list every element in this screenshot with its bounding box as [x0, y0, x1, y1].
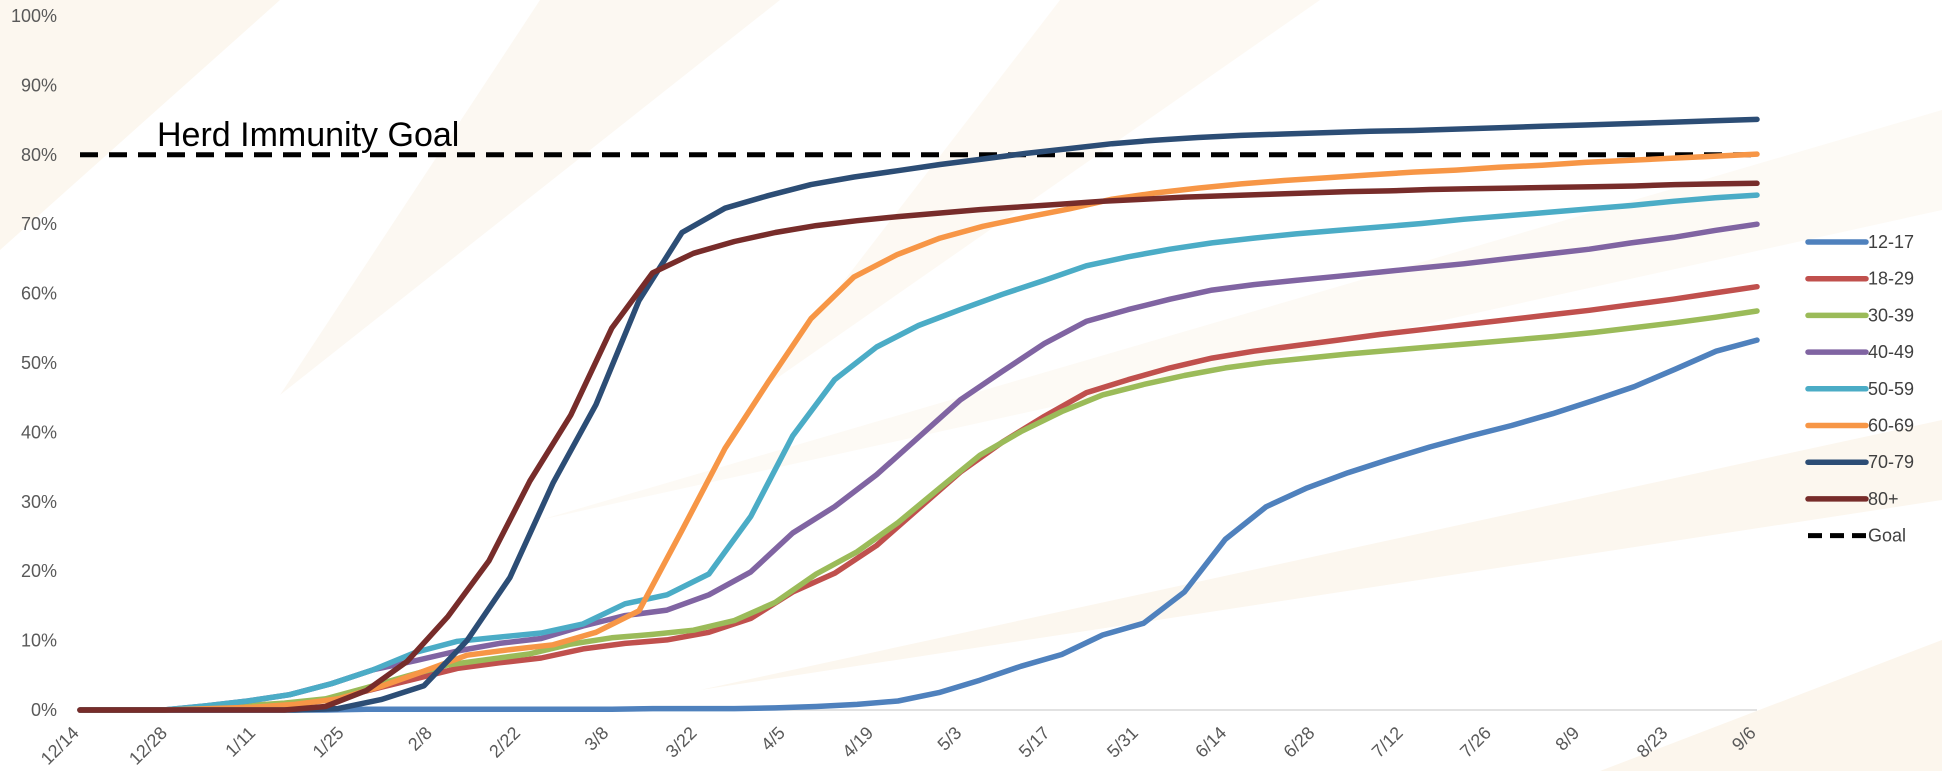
goal-layer: Herd Immunity Goal: [80, 116, 1757, 158]
x-tick-label: 6/28: [1280, 723, 1319, 762]
legend-label: 70-79: [1868, 452, 1914, 472]
y-tick-label: 10%: [21, 631, 57, 651]
x-tick-label: 12/28: [125, 723, 171, 769]
x-tick-label: 5/3: [934, 723, 966, 755]
y-tick-label: 20%: [21, 561, 57, 581]
x-tick-label: 7/12: [1368, 723, 1407, 762]
y-tick-label: 50%: [21, 353, 57, 373]
series-line-80+: [77, 180, 1760, 713]
legend-label: 80+: [1868, 489, 1899, 509]
legend-label: Goal: [1868, 526, 1906, 546]
series-line-70-79: [77, 116, 1760, 713]
y-tick-label: 0%: [31, 700, 57, 720]
y-tick-label: 90%: [21, 75, 57, 95]
legend-label: 50-59: [1868, 379, 1914, 399]
x-tick-label: 7/26: [1456, 723, 1495, 762]
x-tick-label: 12/14: [37, 723, 83, 769]
x-tick-label: 5/17: [1015, 723, 1054, 762]
x-tick-label: 4/19: [838, 723, 877, 762]
x-tick-label: 3/22: [662, 723, 701, 762]
y-tick-label: 30%: [21, 492, 57, 512]
x-tick-label: 4/5: [757, 723, 789, 755]
series-layer: [77, 116, 1760, 713]
x-tick-label: 3/8: [581, 723, 613, 755]
y-tick-label: 60%: [21, 284, 57, 304]
y-tick-label: 100%: [11, 6, 57, 26]
legend: 12-17 18-29 30-39 40-49 50-59 60-69 70-79 80+ Go…: [1805, 232, 1914, 546]
x-tick-label: 1/11: [221, 723, 259, 761]
goal-annotation: Herd Immunity Goal: [157, 116, 459, 154]
series-line-30-39: [77, 308, 1760, 713]
legend-label: 60-69: [1868, 416, 1914, 436]
x-tick-label: 8/9: [1551, 723, 1583, 755]
x-tick-label: 1/25: [309, 723, 348, 762]
series-line-50-59: [77, 192, 1760, 713]
y-tick-label: 70%: [21, 214, 57, 234]
series-line-12-17: [77, 337, 1760, 713]
x-tick-label: 5/31: [1103, 723, 1142, 762]
x-tick-label: 2/8: [404, 723, 436, 755]
legend-label: 12-17: [1868, 232, 1914, 252]
legend-label: 30-39: [1868, 305, 1914, 325]
legend-label: 40-49: [1868, 342, 1914, 362]
x-tick-label: 2/22: [485, 723, 524, 762]
y-tick-label: 40%: [21, 422, 57, 442]
x-tick-label: 6/14: [1191, 723, 1230, 762]
legend-label: 18-29: [1868, 269, 1914, 289]
y-tick-label: 80%: [21, 145, 57, 165]
